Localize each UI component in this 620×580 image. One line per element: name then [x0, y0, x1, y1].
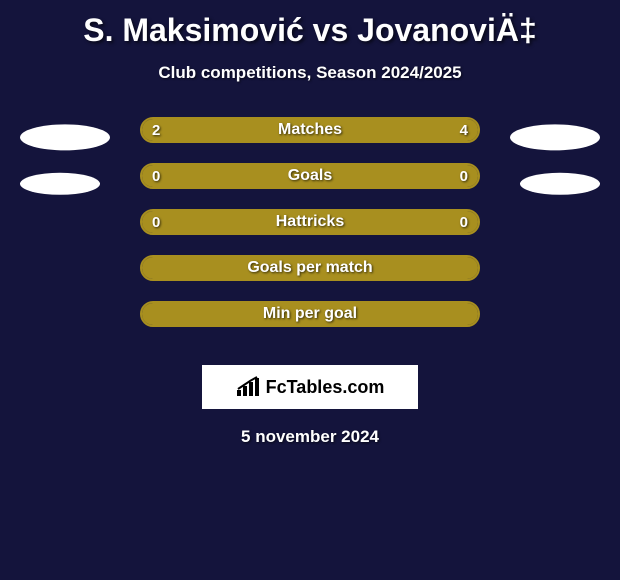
- stat-value-right: 0: [460, 165, 468, 187]
- stat-label: Hattricks: [142, 211, 478, 233]
- stat-bar: 0 Goals 0: [140, 163, 480, 189]
- page-title: S. Maksimović vs JovanoviÄ‡: [0, 0, 620, 49]
- stat-label: Goals: [142, 165, 478, 187]
- stat-row-goals-per-match: Goals per match: [0, 255, 620, 301]
- date-text: 5 november 2024: [0, 427, 620, 447]
- stat-bar: Min per goal: [140, 301, 480, 327]
- stat-bar: Goals per match: [140, 255, 480, 281]
- stat-value-right: 4: [460, 119, 468, 141]
- stat-bar: 0 Hattricks 0: [140, 209, 480, 235]
- player-left-avatar: [20, 173, 100, 195]
- player-left-avatar: [20, 124, 110, 150]
- stat-label: Min per goal: [142, 303, 478, 325]
- player-right-avatar: [520, 173, 600, 195]
- stats-container: 2 Matches 4 0 Goals 0 0 Hattricks 0: [0, 117, 620, 347]
- stat-bar: 2 Matches 4: [140, 117, 480, 143]
- brand-badge: FcTables.com: [202, 365, 418, 409]
- stat-row-matches: 2 Matches 4: [0, 117, 620, 163]
- brand-text: FcTables.com: [266, 377, 385, 398]
- bar-chart-icon: [236, 376, 260, 398]
- stat-row-hattricks: 0 Hattricks 0: [0, 209, 620, 255]
- player-right-avatar: [510, 124, 600, 150]
- stat-label: Matches: [142, 119, 478, 141]
- page-subtitle: Club competitions, Season 2024/2025: [0, 63, 620, 83]
- stat-value-right: 0: [460, 211, 468, 233]
- stat-label: Goals per match: [142, 257, 478, 279]
- stat-row-goals: 0 Goals 0: [0, 163, 620, 209]
- stat-row-min-per-goal: Min per goal: [0, 301, 620, 347]
